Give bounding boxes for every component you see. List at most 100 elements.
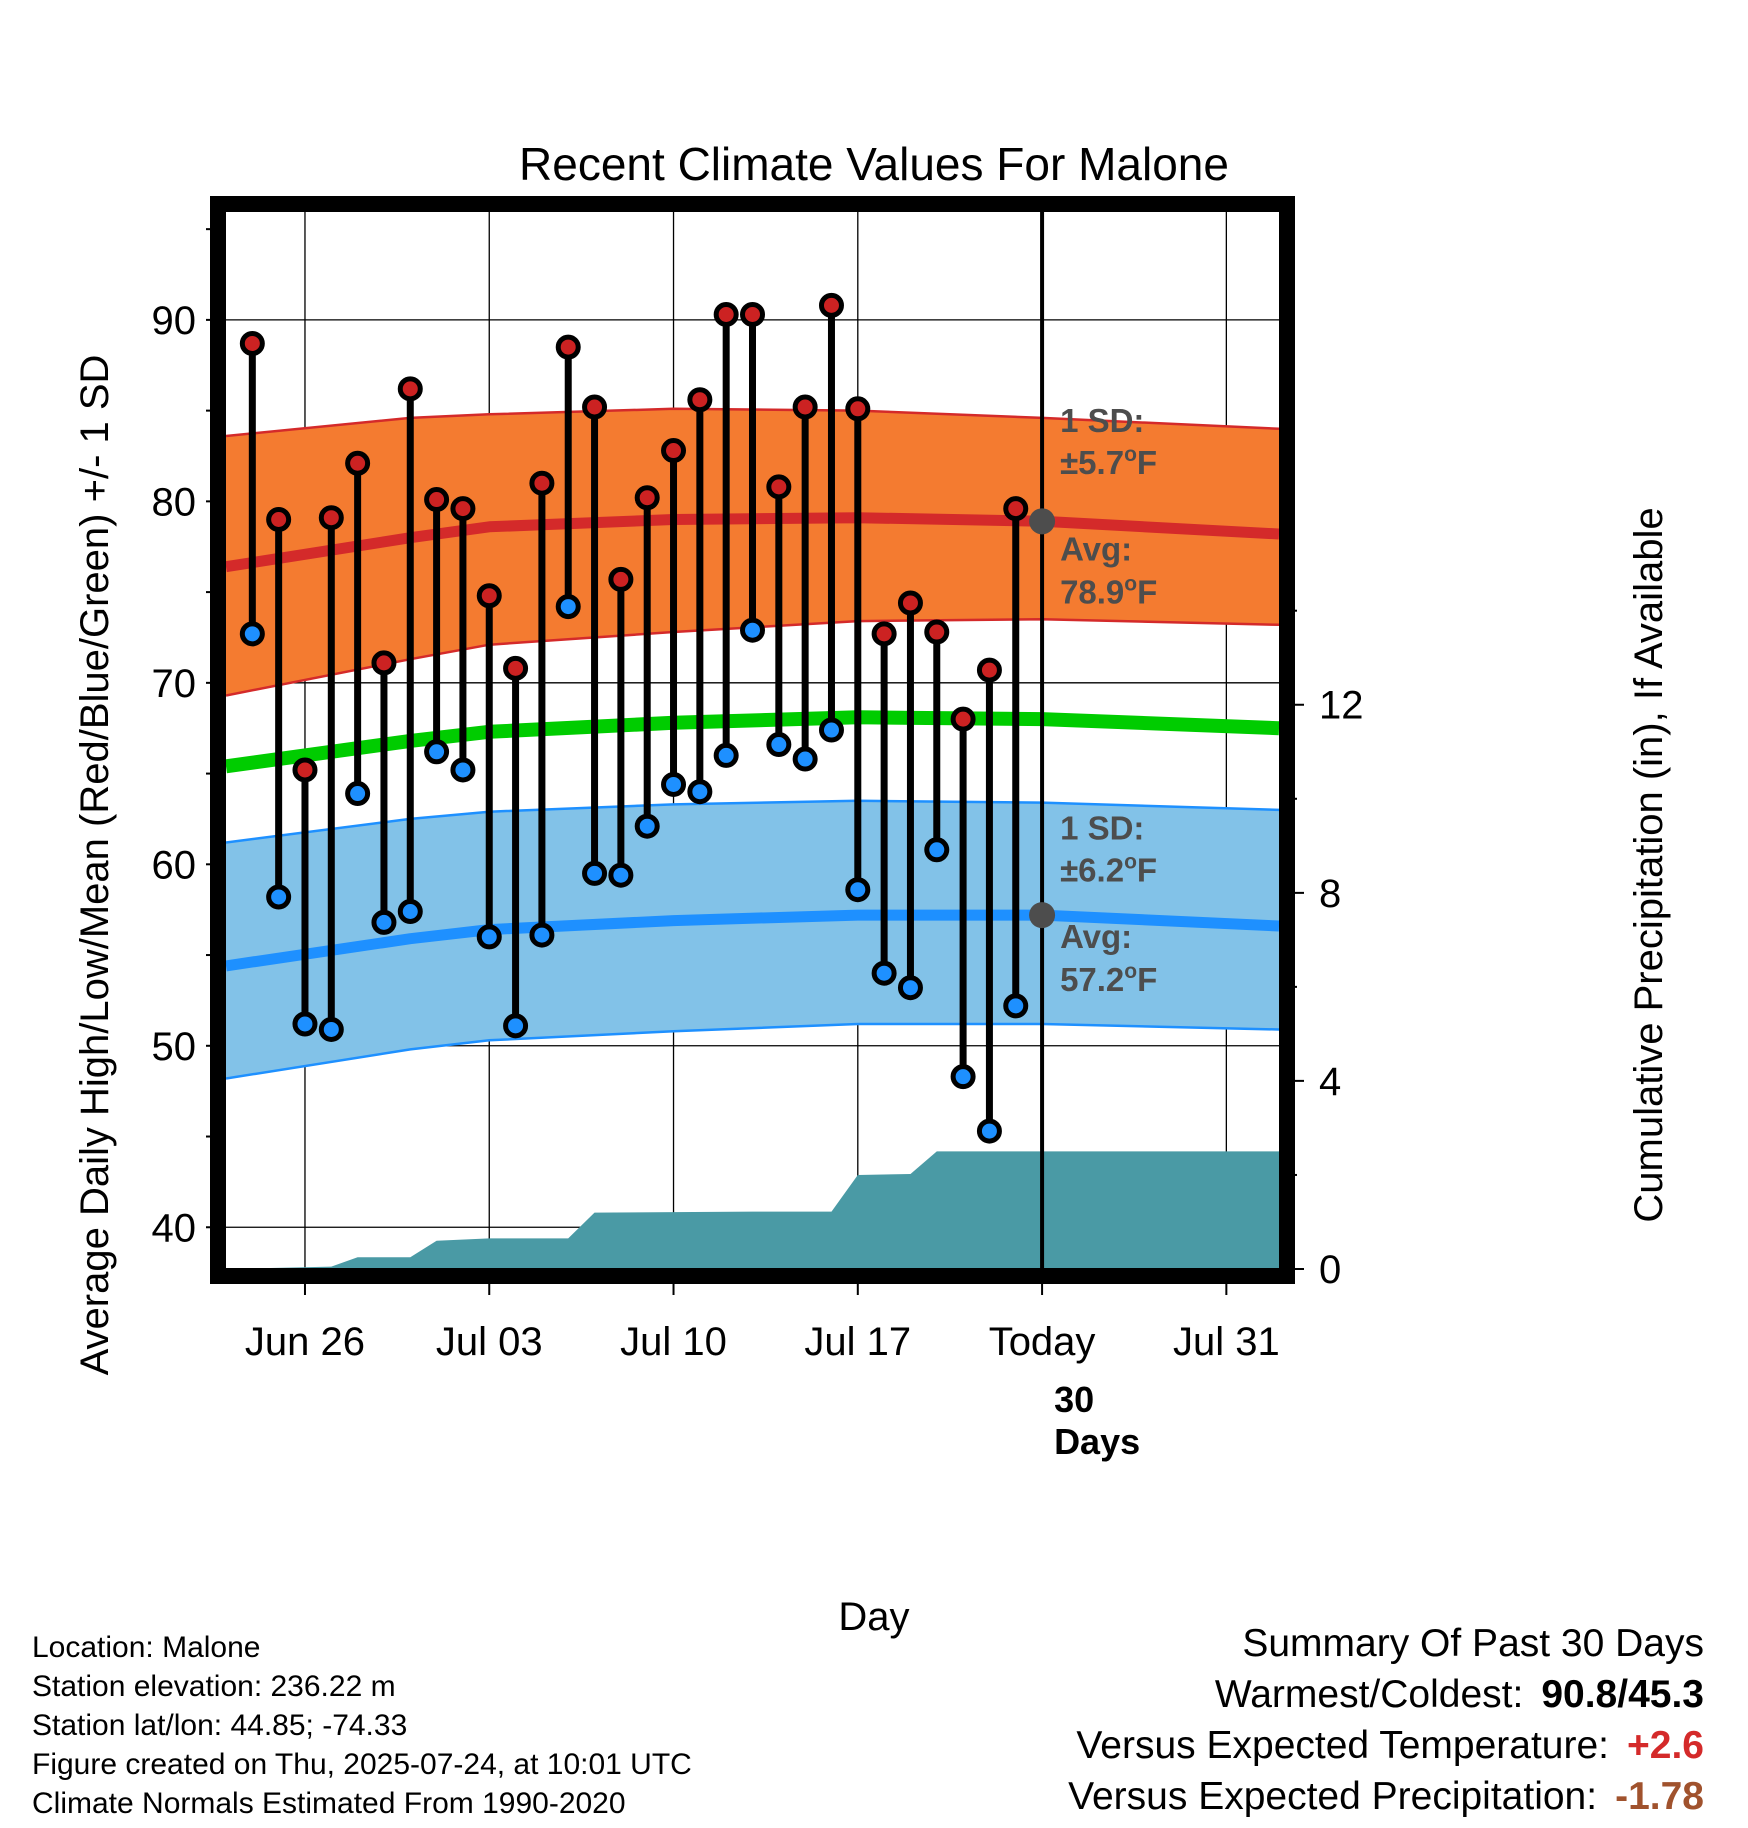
observed-high-point [661,438,687,464]
x-tick-label: Jul 10 [620,1320,727,1364]
today-high-normal-marker [1029,508,1056,535]
observed-low-point [555,594,581,620]
summary-temp: Versus Expected Temperature: +2.6 [1068,1720,1704,1771]
low-avg-value: 57.2oF [1060,960,1157,998]
observed-high-point [424,487,450,513]
observed-low-point [371,909,397,935]
temp-anomaly-value: +2.6 [1627,1724,1704,1767]
observed-high-point [976,657,1002,683]
observed-low-point [450,757,476,783]
observed-high-point [687,387,713,413]
y2-tick-label: 8 [1319,872,1341,916]
observed-low-point [871,960,897,986]
plot-area: 1 SD: ±5.7oF Avg: 78.9oF 1 SD: ±6.2oF Avg: 57.2… [152,196,1364,1462]
observed-low-point [661,771,687,797]
observed-high-point [555,334,581,360]
observed-low-point [318,1016,344,1042]
y2-tick-label: 0 [1319,1248,1341,1292]
high-avg-label: Avg: [1060,530,1132,567]
low-sd-label: 1 SD: [1060,810,1144,847]
warm-cold-label: Warmest/Coldest: [1214,1673,1524,1716]
observed-high-point [924,619,950,645]
observed-high-point [266,507,292,533]
y-tick-label: 80 [152,480,197,524]
observed-low-point [687,779,713,805]
y-tick-label: 50 [152,1025,197,1069]
observed-high-point [713,301,739,327]
observed-high-point [608,566,634,592]
observed-low-point [976,1118,1002,1144]
location-text: Location: Malone [32,1631,261,1664]
observed-high-point [476,583,502,609]
observed-high-point [345,450,371,476]
days-number: 30 [1054,1379,1094,1420]
y-tick-label: 60 [152,843,197,887]
summary-panel: Summary Of Past 30 Days Warmest/Coldest:… [1068,1618,1704,1822]
observed-high-point [871,621,897,647]
observed-low-point [924,837,950,863]
plot-inner [226,211,1279,1269]
observed-low-point [1003,993,1029,1019]
y-tick-label: 90 [152,299,197,343]
summary-precip: Versus Expected Precipitation: -1.78 [1068,1771,1704,1822]
observed-low-point [582,860,608,886]
station-info: Location: Malone Station elevation: 236.… [32,1628,692,1823]
precip-area [226,1151,1279,1269]
observed-high-point [766,474,792,500]
days-word: Days [1054,1421,1140,1462]
observed-low-point [608,862,634,888]
observed-low-point [792,746,818,772]
created-text: Figure created on Thu, 2025-07-24, at 10… [32,1748,692,1781]
observed-low-point [503,1013,529,1039]
precip-anomaly-label: Versus Expected Precipitation: [1068,1775,1598,1818]
warm-cold-value: 90.8/45.3 [1541,1673,1704,1716]
elevation-text: Station elevation: 236.22 m [32,1670,396,1703]
y-tick-label: 40 [152,1206,197,1250]
high-avg-value: 78.9oF [1060,572,1157,610]
x-axis-label: Day [838,1595,909,1639]
observed-high-point [239,330,265,356]
observed-high-point [582,394,608,420]
observed-high-point [845,396,871,422]
low-avg-label: Avg: [1060,918,1132,955]
observed-low-point [713,742,739,768]
latlon-text: Station lat/lon: 44.85; -74.33 [32,1709,408,1742]
observed-low-point [529,922,555,948]
observed-high-point [371,650,397,676]
precip-anomaly-value: -1.78 [1615,1775,1704,1818]
today-low-normal-marker [1029,902,1056,929]
observed-low-point [897,975,923,1001]
high-sd-label: 1 SD: [1060,402,1144,439]
observed-low-point [424,739,450,765]
x-tick-label: Jul 03 [436,1320,543,1364]
low-sd-value: ±6.2oF [1060,851,1157,889]
observed-low-point [476,924,502,950]
observed-high-point [792,394,818,420]
normals-text: Climate Normals Estimated From 1990-2020 [32,1787,626,1820]
observed-high-point [292,757,318,783]
observed-high-point [740,301,765,327]
plot-frame [210,196,1295,1284]
observed-low-point [740,617,765,643]
observed-low-point [766,732,792,758]
summary-title: Summary Of Past 30 Days [1242,1622,1704,1665]
observed-low-point [266,884,292,910]
y2-axis-label: Cumulative Precipitation (in), If Availa… [1627,507,1671,1222]
observed-high-point [950,706,976,732]
y-tick-label: 70 [152,662,197,706]
observed-high-point [397,376,423,402]
y2-tick-label: 12 [1319,684,1364,728]
chart-title: Recent Climate Values For Malone [519,138,1229,190]
observed-low-point [818,717,844,743]
observed-high-point [1003,496,1029,522]
observed-low-point [845,877,871,903]
observed-high-point [503,655,529,681]
x-tick-label: Jul 17 [804,1320,911,1364]
observed-high-point [897,590,923,616]
observed-low-point [950,1064,976,1090]
observed-high-point [318,505,344,531]
observed-high-point [529,470,555,496]
x-tick-label: Today [989,1320,1096,1364]
y2-tick-label: 4 [1319,1060,1341,1104]
